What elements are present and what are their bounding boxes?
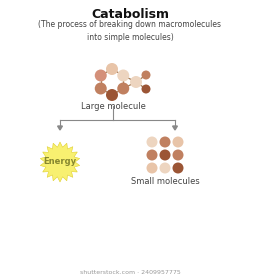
Circle shape	[159, 162, 171, 174]
Circle shape	[159, 150, 171, 160]
Circle shape	[95, 83, 107, 95]
Circle shape	[141, 71, 151, 80]
Text: (The process of breaking down macromolecules
into simple molecules): (The process of breaking down macromolec…	[38, 20, 222, 41]
Circle shape	[146, 162, 158, 174]
Text: Small molecules: Small molecules	[131, 177, 199, 186]
Circle shape	[130, 76, 142, 88]
Circle shape	[106, 89, 118, 101]
Circle shape	[172, 137, 184, 148]
Text: Catabolism: Catabolism	[91, 8, 169, 21]
Circle shape	[106, 63, 118, 75]
Circle shape	[141, 85, 151, 94]
Circle shape	[159, 137, 171, 148]
Polygon shape	[40, 142, 80, 182]
Text: Energy: Energy	[43, 157, 76, 167]
Circle shape	[95, 69, 107, 81]
Circle shape	[117, 69, 129, 81]
Text: shutterstock.com · 2409957775: shutterstock.com · 2409957775	[80, 270, 180, 275]
Polygon shape	[58, 126, 62, 130]
Polygon shape	[173, 126, 177, 130]
Circle shape	[117, 83, 129, 95]
Text: Large molecule: Large molecule	[81, 102, 145, 111]
Circle shape	[172, 162, 184, 174]
Circle shape	[146, 150, 158, 160]
Circle shape	[172, 150, 184, 160]
Circle shape	[146, 137, 158, 148]
